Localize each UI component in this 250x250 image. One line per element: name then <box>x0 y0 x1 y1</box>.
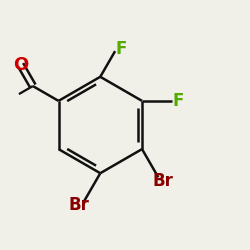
Text: F: F <box>172 92 184 110</box>
Text: Br: Br <box>153 172 174 190</box>
Text: O: O <box>13 56 28 74</box>
Text: Br: Br <box>68 196 89 214</box>
Text: F: F <box>116 40 127 58</box>
